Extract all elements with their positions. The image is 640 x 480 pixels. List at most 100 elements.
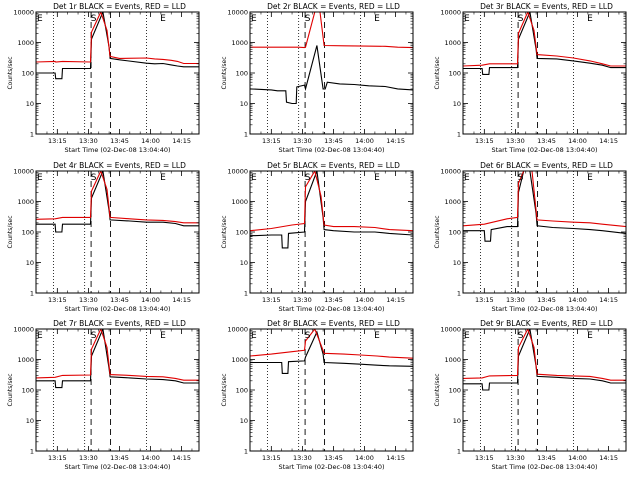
plot-frame [249, 11, 414, 135]
marker-e: E [374, 14, 380, 24]
y-tick-label: 1 [457, 289, 461, 297]
marker-edge: E [251, 331, 257, 341]
y-tick-label: 10000 [227, 167, 248, 175]
x-tick-label: 13:30 [506, 454, 525, 462]
x-tick-label: 13:45 [537, 454, 556, 462]
x-tick-label: 14:00 [355, 137, 374, 145]
y-tick-label: 1000 [444, 39, 461, 47]
x-tick-label: 13:30 [293, 296, 312, 304]
x-tick-label: 13:45 [324, 454, 343, 462]
x-axis-label: Start Time (02-Dec-08 13:04:40) [491, 146, 597, 154]
lld-series-line [36, 12, 199, 65]
marker-s: S [305, 331, 311, 341]
x-tick-label: 14:15 [386, 137, 405, 145]
y-tick-label: 1000 [231, 356, 248, 364]
y-axis-label: Counts/sec [7, 56, 14, 89]
y-tick-label: 1 [30, 289, 34, 297]
x-tick-label: 13:45 [110, 296, 129, 304]
panel-det-2: 1 10 100 1000 10000 13:15 13:30 13:45 14:00 14:15… [221, 2, 414, 154]
y-tick-label: 1 [457, 447, 461, 455]
y-tick-label: 10 [453, 259, 461, 267]
marker-e: E [587, 14, 593, 24]
y-tick-label: 100 [449, 69, 461, 77]
x-axis-label: Start Time (02-Dec-08 13:04:40) [491, 305, 597, 313]
marker-edge: E [464, 173, 470, 183]
panel-title: Det 1r BLACK = Events, RED = LLD [53, 2, 186, 11]
marker-s: S [305, 14, 311, 24]
y-tick-label: 10 [26, 259, 34, 267]
x-tick-label: 13:15 [48, 454, 67, 462]
x-axis-label: Start Time (02-Dec-08 13:04:40) [64, 463, 170, 471]
events-series-line [250, 45, 413, 105]
y-tick-label: 100 [22, 228, 34, 236]
plot-frame [462, 170, 627, 294]
marker-e: E [374, 331, 380, 341]
marker-e: E [587, 173, 593, 183]
x-axis-label: Start Time (02-Dec-08 13:04:40) [64, 305, 170, 313]
events-series-line [463, 171, 626, 242]
panel-title: Det 2r BLACK = Events, RED = LLD [267, 2, 400, 11]
plot-frame [462, 11, 627, 135]
y-tick-label: 1000 [17, 39, 34, 47]
y-axis-label: Counts/sec [434, 215, 441, 248]
x-tick-label: 13:30 [79, 137, 98, 145]
events-series-line [250, 171, 413, 249]
x-tick-label: 13:30 [79, 296, 98, 304]
x-axis-label: Start Time (02-Dec-08 13:04:40) [491, 463, 597, 471]
events-series-line [463, 329, 626, 391]
panel-title: Det 6r BLACK = Events, RED = LLD [480, 161, 613, 170]
y-axis-label: Counts/sec [221, 56, 228, 89]
y-tick-label: 1000 [444, 198, 461, 206]
y-axis-label: Counts/sec [434, 373, 441, 406]
marker-e: E [160, 331, 166, 341]
x-tick-label: 13:45 [324, 296, 343, 304]
events-series-line [36, 329, 199, 389]
x-tick-label: 13:30 [79, 454, 98, 462]
x-tick-label: 13:15 [48, 137, 67, 145]
panel-det-8: 1 10 100 1000 10000 13:15 13:30 13:45 14:00 14:15… [221, 319, 414, 471]
marker-s: S [91, 331, 97, 341]
y-tick-label: 10000 [227, 325, 248, 333]
marker-e: E [587, 331, 593, 341]
x-tick-label: 13:45 [537, 296, 556, 304]
lld-series-line [36, 171, 199, 224]
x-tick-label: 13:45 [110, 454, 129, 462]
x-tick-label: 13:30 [506, 137, 525, 145]
marker-edge: E [464, 14, 470, 24]
y-axis-label: Counts/sec [7, 373, 14, 406]
y-tick-label: 100 [236, 386, 248, 394]
marker-edge: E [251, 173, 257, 183]
panel-det-5: 1 10 100 1000 10000 13:15 13:30 13:45 14:00 14:15… [221, 161, 414, 313]
x-axis-label: Start Time (02-Dec-08 13:04:40) [278, 463, 384, 471]
x-tick-label: 14:00 [568, 454, 587, 462]
plot-frame [249, 328, 414, 452]
marker-e: E [160, 14, 166, 24]
x-tick-label: 14:00 [568, 137, 587, 145]
y-axis-label: Counts/sec [221, 373, 228, 406]
marker-s: S [518, 14, 524, 24]
panel-title: Det 3r BLACK = Events, RED = LLD [480, 2, 613, 11]
x-tick-label: 13:30 [293, 454, 312, 462]
marker-e: E [374, 173, 380, 183]
events-series-line [36, 12, 199, 80]
y-tick-label: 1000 [17, 356, 34, 364]
y-tick-label: 10 [240, 259, 248, 267]
x-tick-label: 13:45 [110, 137, 129, 145]
x-tick-label: 14:00 [355, 454, 374, 462]
x-tick-label: 13:15 [475, 454, 494, 462]
y-tick-label: 10000 [13, 8, 34, 16]
y-tick-label: 100 [236, 228, 248, 236]
y-tick-label: 1 [244, 289, 248, 297]
y-tick-label: 10 [453, 417, 461, 425]
y-tick-label: 10000 [440, 325, 461, 333]
plot-frame [35, 328, 200, 452]
x-tick-label: 14:15 [172, 296, 191, 304]
lld-series-line [250, 171, 413, 232]
x-tick-label: 13:30 [293, 137, 312, 145]
lld-series-line [250, 329, 413, 359]
y-tick-label: 1000 [231, 39, 248, 47]
lld-series-line [463, 329, 626, 381]
marker-edge: E [37, 173, 43, 183]
y-tick-label: 1000 [231, 198, 248, 206]
x-tick-label: 13:45 [324, 137, 343, 145]
